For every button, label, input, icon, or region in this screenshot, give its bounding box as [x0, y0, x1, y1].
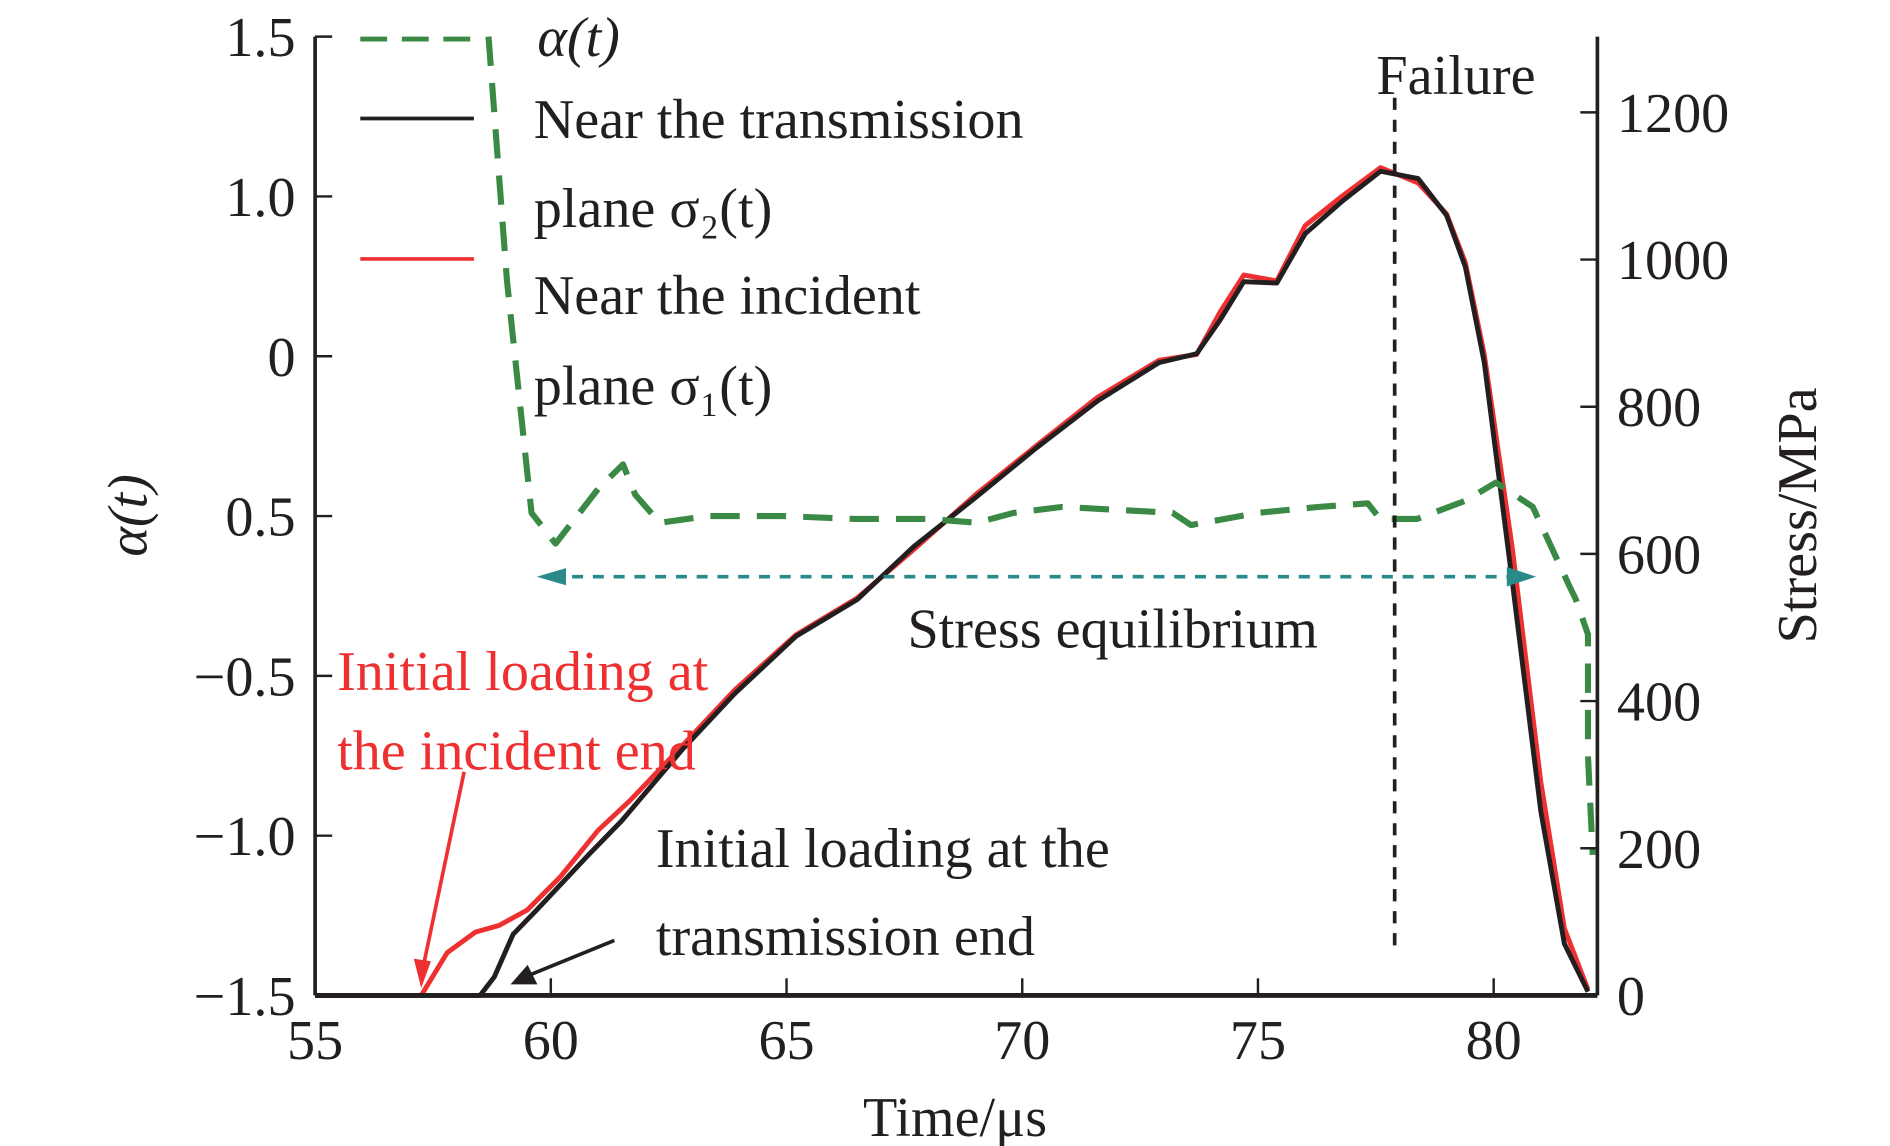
transmission-start-arrowhead [510, 964, 538, 985]
incident-start-label-2: the incident end [337, 720, 696, 782]
right-axis-label: Stress/MPa [1767, 387, 1829, 643]
left-tick-label: 1.0 [225, 167, 295, 229]
tick-labels: 55 60 65 70 75 80 1.5 1.0 0 0.5 −0.5 −1.0 −1.5 0 200 40… [194, 7, 1730, 1072]
transmission-start-label-2: transmission end [656, 906, 1035, 968]
incident-start-label-1: Initial loading at [337, 641, 709, 703]
annotation-marks [413, 97, 1537, 989]
x-tick-label: 70 [994, 1010, 1050, 1072]
equilibrium-arrowhead-right [1506, 566, 1537, 587]
x-tick-label: 80 [1466, 1010, 1522, 1072]
right-tick-label: 200 [1617, 819, 1701, 881]
transmission-start-label-1: Initial loading at the [656, 818, 1110, 880]
right-tick-label: 400 [1617, 672, 1701, 734]
right-tick-label: 0 [1617, 966, 1645, 1028]
equilibrium-label: Stress equilibrium [907, 598, 1317, 660]
x-tick-label: 75 [1230, 1010, 1286, 1072]
legend-label-transmission-1: Near the transmission [534, 89, 1024, 151]
legend-label-incident-1: Near the incident [534, 265, 921, 327]
x-tick-label: 60 [523, 1010, 579, 1072]
equilibrium-arrowhead-left [536, 568, 566, 586]
legend-label-alpha: α(t) [537, 7, 620, 69]
annotations: Failure Stress equilibrium Initial loadi… [337, 45, 1535, 968]
series-line-sigma2_transmission [315, 168, 1591, 998]
left-tick-label: −1.0 [194, 806, 296, 868]
right-tick-label: 600 [1617, 524, 1701, 586]
incident-start-arrow-line [421, 771, 466, 966]
left-tick-label: 1.5 [225, 7, 295, 69]
x-axis-label: Time/μs [863, 1087, 1047, 1146]
left-axis-label: α(t) [98, 474, 160, 557]
right-tick-label: 800 [1617, 377, 1701, 439]
legend: α(t) Near the transmission plane σ₂(t) N… [360, 7, 1024, 417]
legend-label-transmission-2: plane σ₂(t) [534, 178, 773, 240]
left-tick-label: 0.5 [225, 487, 295, 549]
right-tick-label: 1000 [1617, 230, 1729, 292]
x-tick-label: 55 [287, 1010, 343, 1072]
legend-label-incident-2: plane σ₁(t) [534, 355, 773, 417]
left-tick-label: −1.5 [194, 966, 296, 1028]
failure-label: Failure [1376, 45, 1535, 107]
x-tick-label: 65 [758, 1010, 814, 1072]
transmission-start-arrow-line [526, 938, 616, 978]
left-tick-label: 0 [267, 327, 295, 389]
series-line-alpha [485, 36, 1596, 856]
right-tick-label: 1200 [1617, 83, 1729, 145]
series-layer [315, 36, 1596, 998]
axes [313, 35, 1600, 998]
incident-start-arrowhead [413, 958, 431, 989]
left-tick-label: −0.5 [194, 646, 296, 708]
